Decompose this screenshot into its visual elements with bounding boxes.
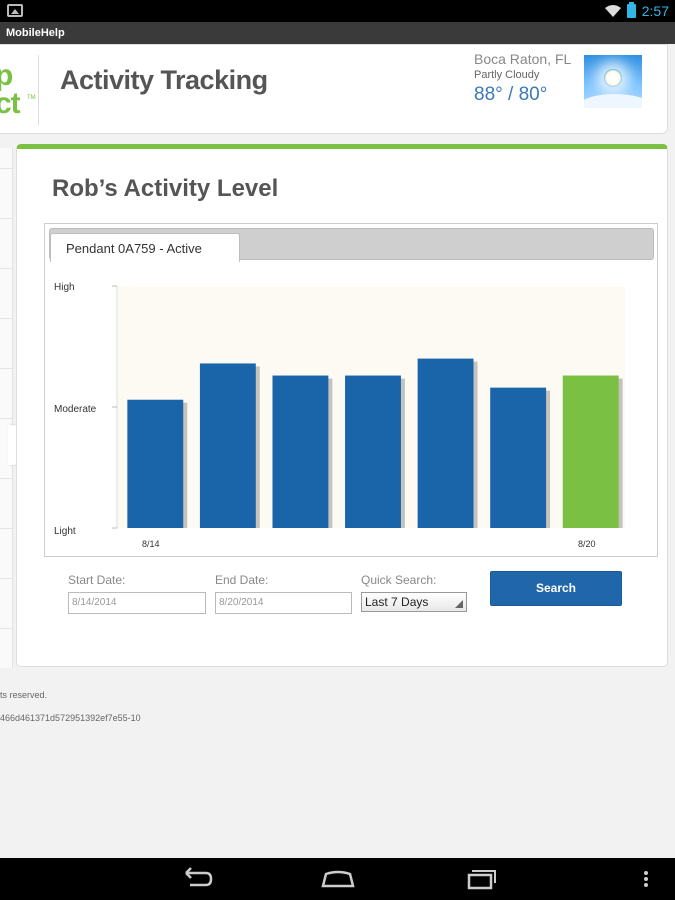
- chart-bar-8-20[interactable]: [562, 375, 619, 528]
- back-icon[interactable]: [176, 866, 216, 892]
- chart-panel: Pendant 0A759 - Active High Moderate Lig…: [44, 223, 658, 557]
- logo-line-1: p: [0, 59, 13, 92]
- app-title: MobileHelp: [6, 27, 65, 39]
- y-tick-moderate: Moderate: [54, 404, 97, 415]
- chart-bar-8-14[interactable]: [127, 399, 184, 528]
- start-date-label: Start Date:: [68, 573, 126, 587]
- logo-line-2: ct: [0, 87, 21, 120]
- quick-search-value: Last 7 Days: [365, 595, 429, 609]
- copyright-text: ts reserved.: [0, 690, 48, 700]
- dropdown-arrow-icon: [455, 600, 463, 608]
- weather-temperature: 88° / 80°: [474, 84, 548, 105]
- y-tick-light: Light: [54, 526, 76, 537]
- weather-city: Boca Raton, FL: [474, 51, 572, 67]
- battery-icon: [626, 2, 636, 18]
- session-id-text: 466d461371d572951392ef7e55-10: [0, 713, 141, 723]
- partly-cloudy-sun-icon: [584, 55, 642, 108]
- collapsed-sidebar: [0, 148, 13, 668]
- home-icon[interactable]: [318, 866, 358, 892]
- logo-trademark: TM: [27, 95, 36, 101]
- chart-bar-8-16[interactable]: [272, 375, 329, 528]
- overflow-menu-icon[interactable]: [638, 866, 654, 892]
- y-tick-high: High: [54, 282, 75, 293]
- status-icons: 2:57: [604, 2, 669, 20]
- end-date-label: End Date:: [215, 573, 269, 587]
- weather-condition: Partly Cloudy: [474, 69, 540, 81]
- activity-card: Rob’s Activity Level Pendant 0A759 - Act…: [16, 144, 668, 667]
- chart-bar-8-19[interactable]: [490, 387, 547, 528]
- x-tick-first: 8/14: [142, 539, 160, 549]
- bar-chart-svg: [112, 285, 625, 529]
- quick-search-select[interactable]: Last 7 Days: [361, 592, 467, 612]
- search-button[interactable]: Search: [490, 571, 622, 606]
- header: p ct TM Activity Tracking Boca Raton, FL…: [0, 44, 668, 134]
- status-bar: 2:57: [0, 0, 675, 22]
- image-notification-icon: [7, 4, 23, 17]
- chart-bar-8-18[interactable]: [417, 358, 474, 528]
- recents-icon[interactable]: [461, 866, 501, 892]
- quick-search-label: Quick Search:: [361, 573, 437, 587]
- brand-logo[interactable]: p ct TM: [0, 55, 39, 125]
- chart-bar-8-17[interactable]: [345, 375, 401, 528]
- tab-pendant[interactable]: Pendant 0A759 - Active: [50, 233, 240, 262]
- page-title: Activity Tracking: [60, 65, 268, 95]
- pendant-tab-bar: Pendant 0A759 - Active: [49, 228, 654, 262]
- app-title-bar: MobileHelp: [0, 22, 675, 44]
- end-date-field[interactable]: 8/20/2014: [215, 592, 352, 614]
- chart-bar-8-15[interactable]: [199, 363, 256, 528]
- activity-chart: High Moderate Light 8/14 8/20: [45, 264, 657, 556]
- wifi-icon: [604, 5, 621, 17]
- start-date-field[interactable]: 8/14/2014: [68, 592, 206, 614]
- weather-widget: Boca Raton, FL Partly Cloudy 88° / 80°: [474, 51, 664, 121]
- clock: 2:57: [641, 3, 669, 19]
- system-nav-bar: [0, 858, 675, 900]
- x-tick-last: 8/20: [578, 539, 596, 549]
- card-title: Rob’s Activity Level: [52, 175, 279, 202]
